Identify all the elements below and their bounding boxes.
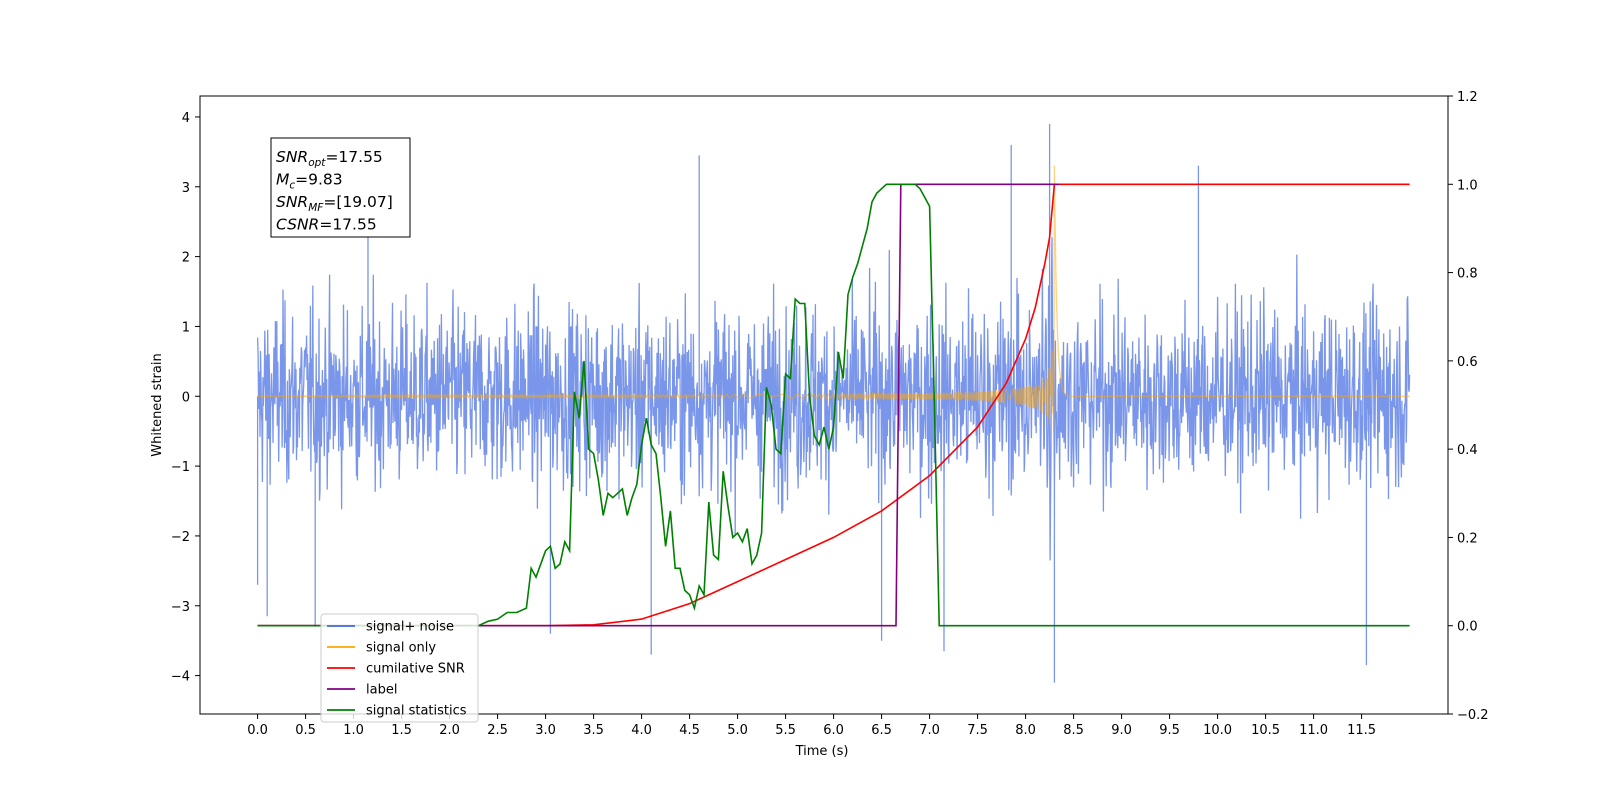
- x-tick-label: 8.0: [1015, 723, 1036, 738]
- y-tick-label-left: 3: [182, 181, 190, 196]
- y-tick-label-left: 1: [182, 320, 190, 335]
- y-tick-label-left: 2: [182, 251, 190, 266]
- y-tick-label-left: 4: [182, 111, 190, 126]
- x-tick-label: 2.0: [439, 723, 460, 738]
- y-tick-label-right: 0.4: [1457, 443, 1478, 458]
- info-line: CSNR=17.55: [276, 216, 377, 234]
- x-tick-label: 0.5: [295, 723, 316, 738]
- y-ticks-right: 1.2 1.0 0.8 0.6 0.4 0.2 0.0 −0.2: [1448, 90, 1489, 723]
- legend-label: cumilative SNR: [366, 662, 465, 677]
- series-signal-statistics: [257, 183, 1410, 627]
- x-tick-label: 11.0: [1299, 723, 1328, 738]
- x-axis-label: Time (s): [795, 744, 849, 759]
- y-tick-label-right: 0.6: [1457, 355, 1478, 370]
- x-tick-label: 1.5: [391, 723, 412, 738]
- legend: signal+ noise signal only cumilative SNR la…: [320, 613, 479, 723]
- x-tick-label: 9.0: [1111, 723, 1132, 738]
- x-tick-label: 3.0: [535, 723, 556, 738]
- legend-label: signal only: [366, 641, 436, 656]
- x-tick-label: 4.0: [631, 723, 652, 738]
- y-tick-label-right: 1.2: [1457, 90, 1478, 105]
- x-tick-label: 6.5: [871, 723, 892, 738]
- y-tick-label-left: −3: [171, 600, 190, 615]
- axes-layer: 0.0 0.5 1.0 1.5 2.0 2.5 3.0 3.5 4.0 4.5 5.0 5.5 6.0 6…: [150, 90, 1489, 759]
- x-tick-label: 5.5: [775, 723, 796, 738]
- x-tick-label: 7.0: [919, 723, 940, 738]
- x-tick-label: 10.0: [1203, 723, 1232, 738]
- y-tick-label-right: 0.0: [1457, 620, 1478, 635]
- x-tick-label: 5.0: [727, 723, 748, 738]
- x-ticks: 0.0 0.5 1.0 1.5 2.0 2.5 3.0 3.5 4.0 4.5 5.0 5.5 6.0 6…: [247, 714, 1376, 738]
- y-tick-label-right: 0.2: [1457, 531, 1478, 546]
- x-tick-label: 0.0: [247, 723, 268, 738]
- series-cumilative-snr: [257, 183, 1410, 627]
- info-line: Mc=9.83: [276, 171, 343, 192]
- legend-frame: [320, 613, 479, 723]
- info-line: SNRopt=17.55: [276, 148, 383, 169]
- info-box-frame: [270, 137, 411, 238]
- y-tick-label-right: −0.2: [1457, 708, 1489, 723]
- legend-label: signal+ noise: [366, 620, 454, 635]
- x-tick-label: 4.5: [679, 723, 700, 738]
- y-tick-label-right: 1.0: [1457, 178, 1478, 193]
- y-axis-label: Whitened strain: [150, 353, 165, 456]
- info-line: SNRMF=[19.07]: [276, 193, 393, 214]
- y-tick-label-left: 0: [182, 390, 190, 405]
- x-tick-label: 1.0: [343, 723, 364, 738]
- y-tick-label-left: −1: [171, 460, 190, 475]
- legend-label: signal statistics: [366, 704, 467, 719]
- x-tick-label: 2.5: [487, 723, 508, 738]
- y-tick-label-right: 0.8: [1457, 267, 1478, 282]
- series-signal-noise: [256, 123, 1411, 683]
- legend-label: label: [366, 683, 397, 698]
- axes-frame: [199, 95, 1449, 715]
- x-tick-label: 6.0: [823, 723, 844, 738]
- x-tick-label: 10.5: [1251, 723, 1280, 738]
- x-tick-label: 11.5: [1347, 723, 1376, 738]
- y-tick-label-left: −4: [171, 670, 190, 685]
- y-tick-label-left: −2: [171, 530, 190, 545]
- plot-layer: [256, 123, 1411, 683]
- y-ticks-left: 4 3 2 1 0 −1 −2 −3 −4: [171, 111, 200, 685]
- series-signal-only: [257, 165, 1410, 432]
- x-tick-label: 8.5: [1063, 723, 1084, 738]
- x-tick-label: 3.5: [583, 723, 604, 738]
- x-tick-label: 7.5: [967, 723, 988, 738]
- x-tick-label: 9.5: [1159, 723, 1180, 738]
